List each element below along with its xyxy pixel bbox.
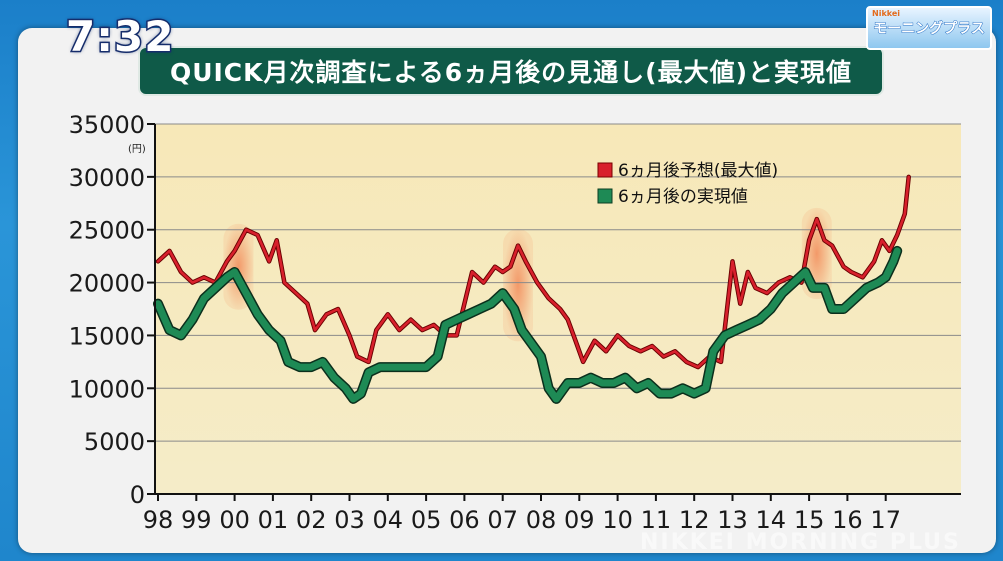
y-tick-label-30000: 30000	[69, 164, 145, 192]
y-tick-label-5000: 5000	[84, 428, 145, 456]
x-tick-label-10: 10	[602, 506, 633, 534]
series-line-actual	[154, 247, 901, 403]
program-logo: Nikkei モーニングプラス	[866, 6, 992, 50]
x-tick-label-06: 06	[449, 506, 480, 534]
program-logo-small: Nikkei	[872, 9, 901, 18]
legend-swatch-forecast	[597, 162, 613, 178]
legend-swatch-actual	[597, 188, 613, 204]
x-tick-label-14: 14	[756, 506, 787, 534]
x-tick-label-11: 11	[641, 506, 672, 534]
x-tick-label-00: 00	[219, 506, 250, 534]
program-logo-text: モーニングプラス	[873, 21, 986, 38]
x-tick-label-07: 07	[487, 506, 518, 534]
x-tick-label-13: 13	[717, 506, 748, 534]
x-tick-label-08: 08	[526, 506, 557, 534]
x-tick-label-15: 15	[794, 506, 825, 534]
x-tick-label-03: 03	[334, 506, 365, 534]
x-tick-label-17: 17	[870, 506, 901, 534]
y-tick-label-15000: 15000	[69, 322, 145, 350]
legend: 6ヵ月後予想(最大値) 6ヵ月後の実現値	[597, 161, 778, 207]
watermark: NIKKEI MORNING PLUS	[640, 530, 961, 555]
y-tick-label-10000: 10000	[69, 375, 145, 403]
legend-label-forecast: 6ヵ月後予想(最大値)	[618, 161, 778, 181]
x-tick-label-98: 98	[143, 506, 174, 534]
x-tick-label-04: 04	[373, 506, 404, 534]
chart-title: QUICK月次調査による6ヵ月後の見通し(最大値)と実現値	[169, 58, 853, 87]
legend-label-actual: 6ヵ月後の実現値	[618, 187, 748, 207]
x-tick-label-02: 02	[296, 506, 327, 534]
x-tick-label-05: 05	[411, 506, 442, 534]
y-axis-unit: (円)	[128, 144, 146, 155]
y-tick-label-35000: 35000	[69, 111, 145, 139]
x-tick-label-12: 12	[679, 506, 710, 534]
y-tick-label-0: 0	[130, 481, 145, 509]
title-bar: QUICK月次調査による6ヵ月後の見通し(最大値)と実現値	[138, 46, 884, 96]
x-tick-label-01: 01	[258, 506, 289, 534]
y-tick-label-25000: 25000	[69, 217, 145, 245]
x-tick-label-16: 16	[832, 506, 863, 534]
y-tick-label-20000: 20000	[69, 270, 145, 298]
x-tick-label-99: 99	[181, 506, 212, 534]
series-line-forecast	[156, 175, 910, 369]
clock: 7:32	[64, 11, 175, 63]
x-tick-label-09: 09	[564, 506, 595, 534]
